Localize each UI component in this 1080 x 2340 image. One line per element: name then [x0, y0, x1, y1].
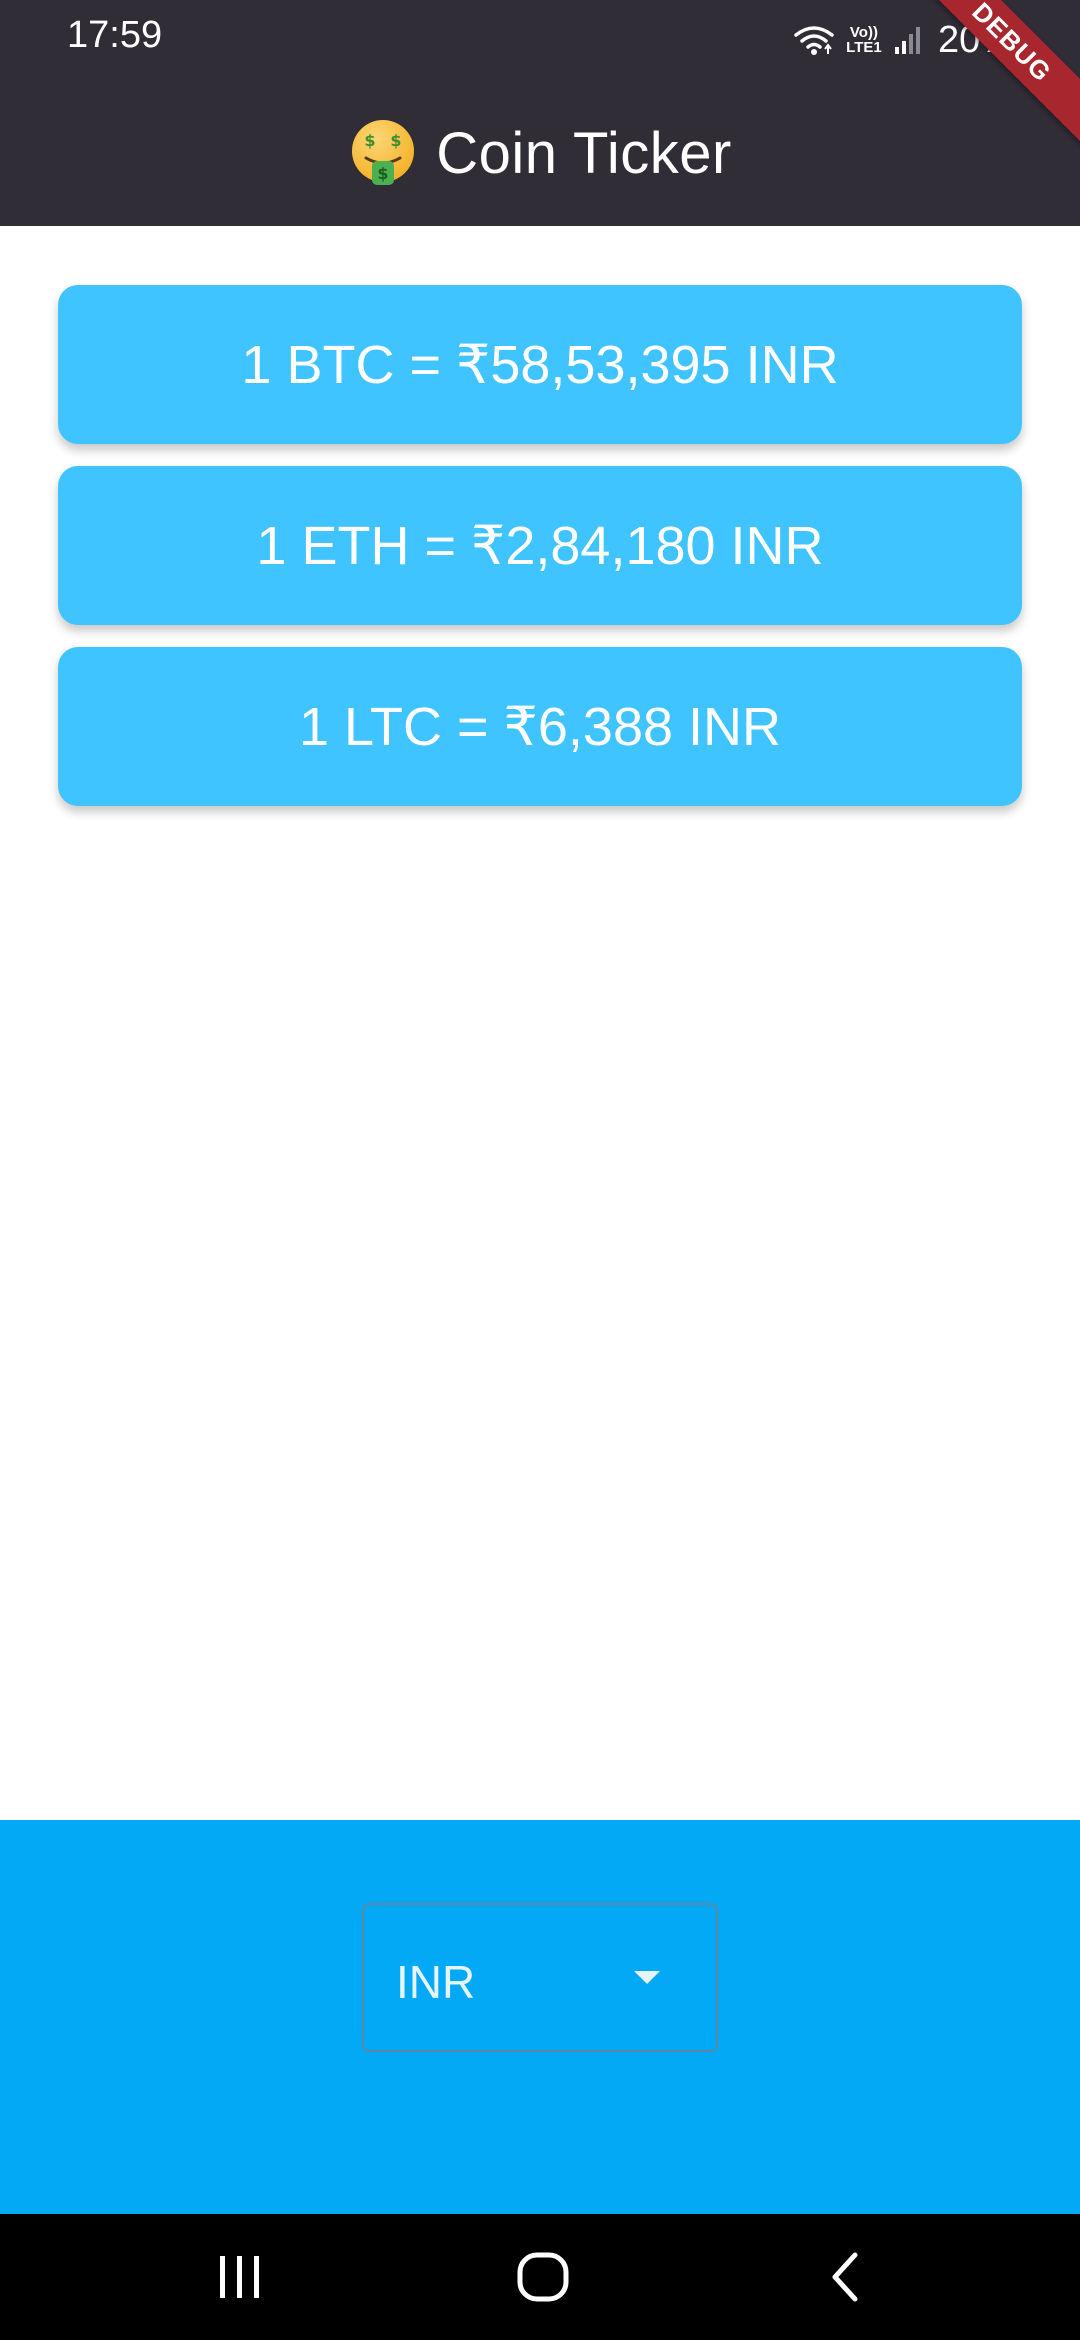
wifi-icon — [794, 26, 834, 55]
recent-apps-icon — [220, 2256, 259, 2298]
money-mouth-face-icon: $ $ $ — [352, 120, 415, 185]
signal-icon — [894, 27, 920, 54]
dropdown-arrow-icon — [634, 1971, 660, 1984]
ltc-rate-card: 1 LTC = ₹6,388 INR — [58, 647, 1022, 806]
currency-dropdown-value: INR — [396, 1956, 476, 2008]
home-icon — [517, 2252, 569, 2302]
lte-icon: Vo)) LTE1 — [844, 25, 884, 55]
network-label-bottom: LTE1 — [846, 39, 882, 56]
back-icon — [832, 2252, 858, 2302]
app-title: Coin Ticker — [436, 120, 732, 186]
currency-picker-area: INR — [0, 1820, 1080, 2214]
eth-rate-card: 1 ETH = ₹2,84,180 INR — [58, 466, 1022, 625]
top-bar: 17:59 Vo)) LTE1 — [0, 0, 1080, 226]
back-button[interactable] — [785, 2214, 905, 2340]
home-button[interactable] — [483, 2214, 603, 2340]
status-time: 17:59 — [67, 14, 163, 56]
svg-text:$: $ — [378, 164, 389, 183]
status-bar: 17:59 Vo)) LTE1 — [0, 0, 1080, 80]
app-bar: $ $ $ Coin Ticker — [0, 80, 1080, 226]
currency-dropdown[interactable]: INR — [362, 1903, 718, 2052]
rate-cards: 1 BTC = ₹58,53,395 INR 1 ETH = ₹2,84,180… — [58, 285, 1022, 828]
svg-text:$: $ — [391, 131, 402, 150]
svg-text:$: $ — [365, 131, 376, 150]
network-label-top: Vo)) — [849, 24, 878, 41]
system-nav-bar — [0, 2214, 1080, 2340]
recent-apps-button[interactable] — [180, 2214, 300, 2340]
btc-rate-card: 1 BTC = ₹58,53,395 INR — [58, 285, 1022, 444]
